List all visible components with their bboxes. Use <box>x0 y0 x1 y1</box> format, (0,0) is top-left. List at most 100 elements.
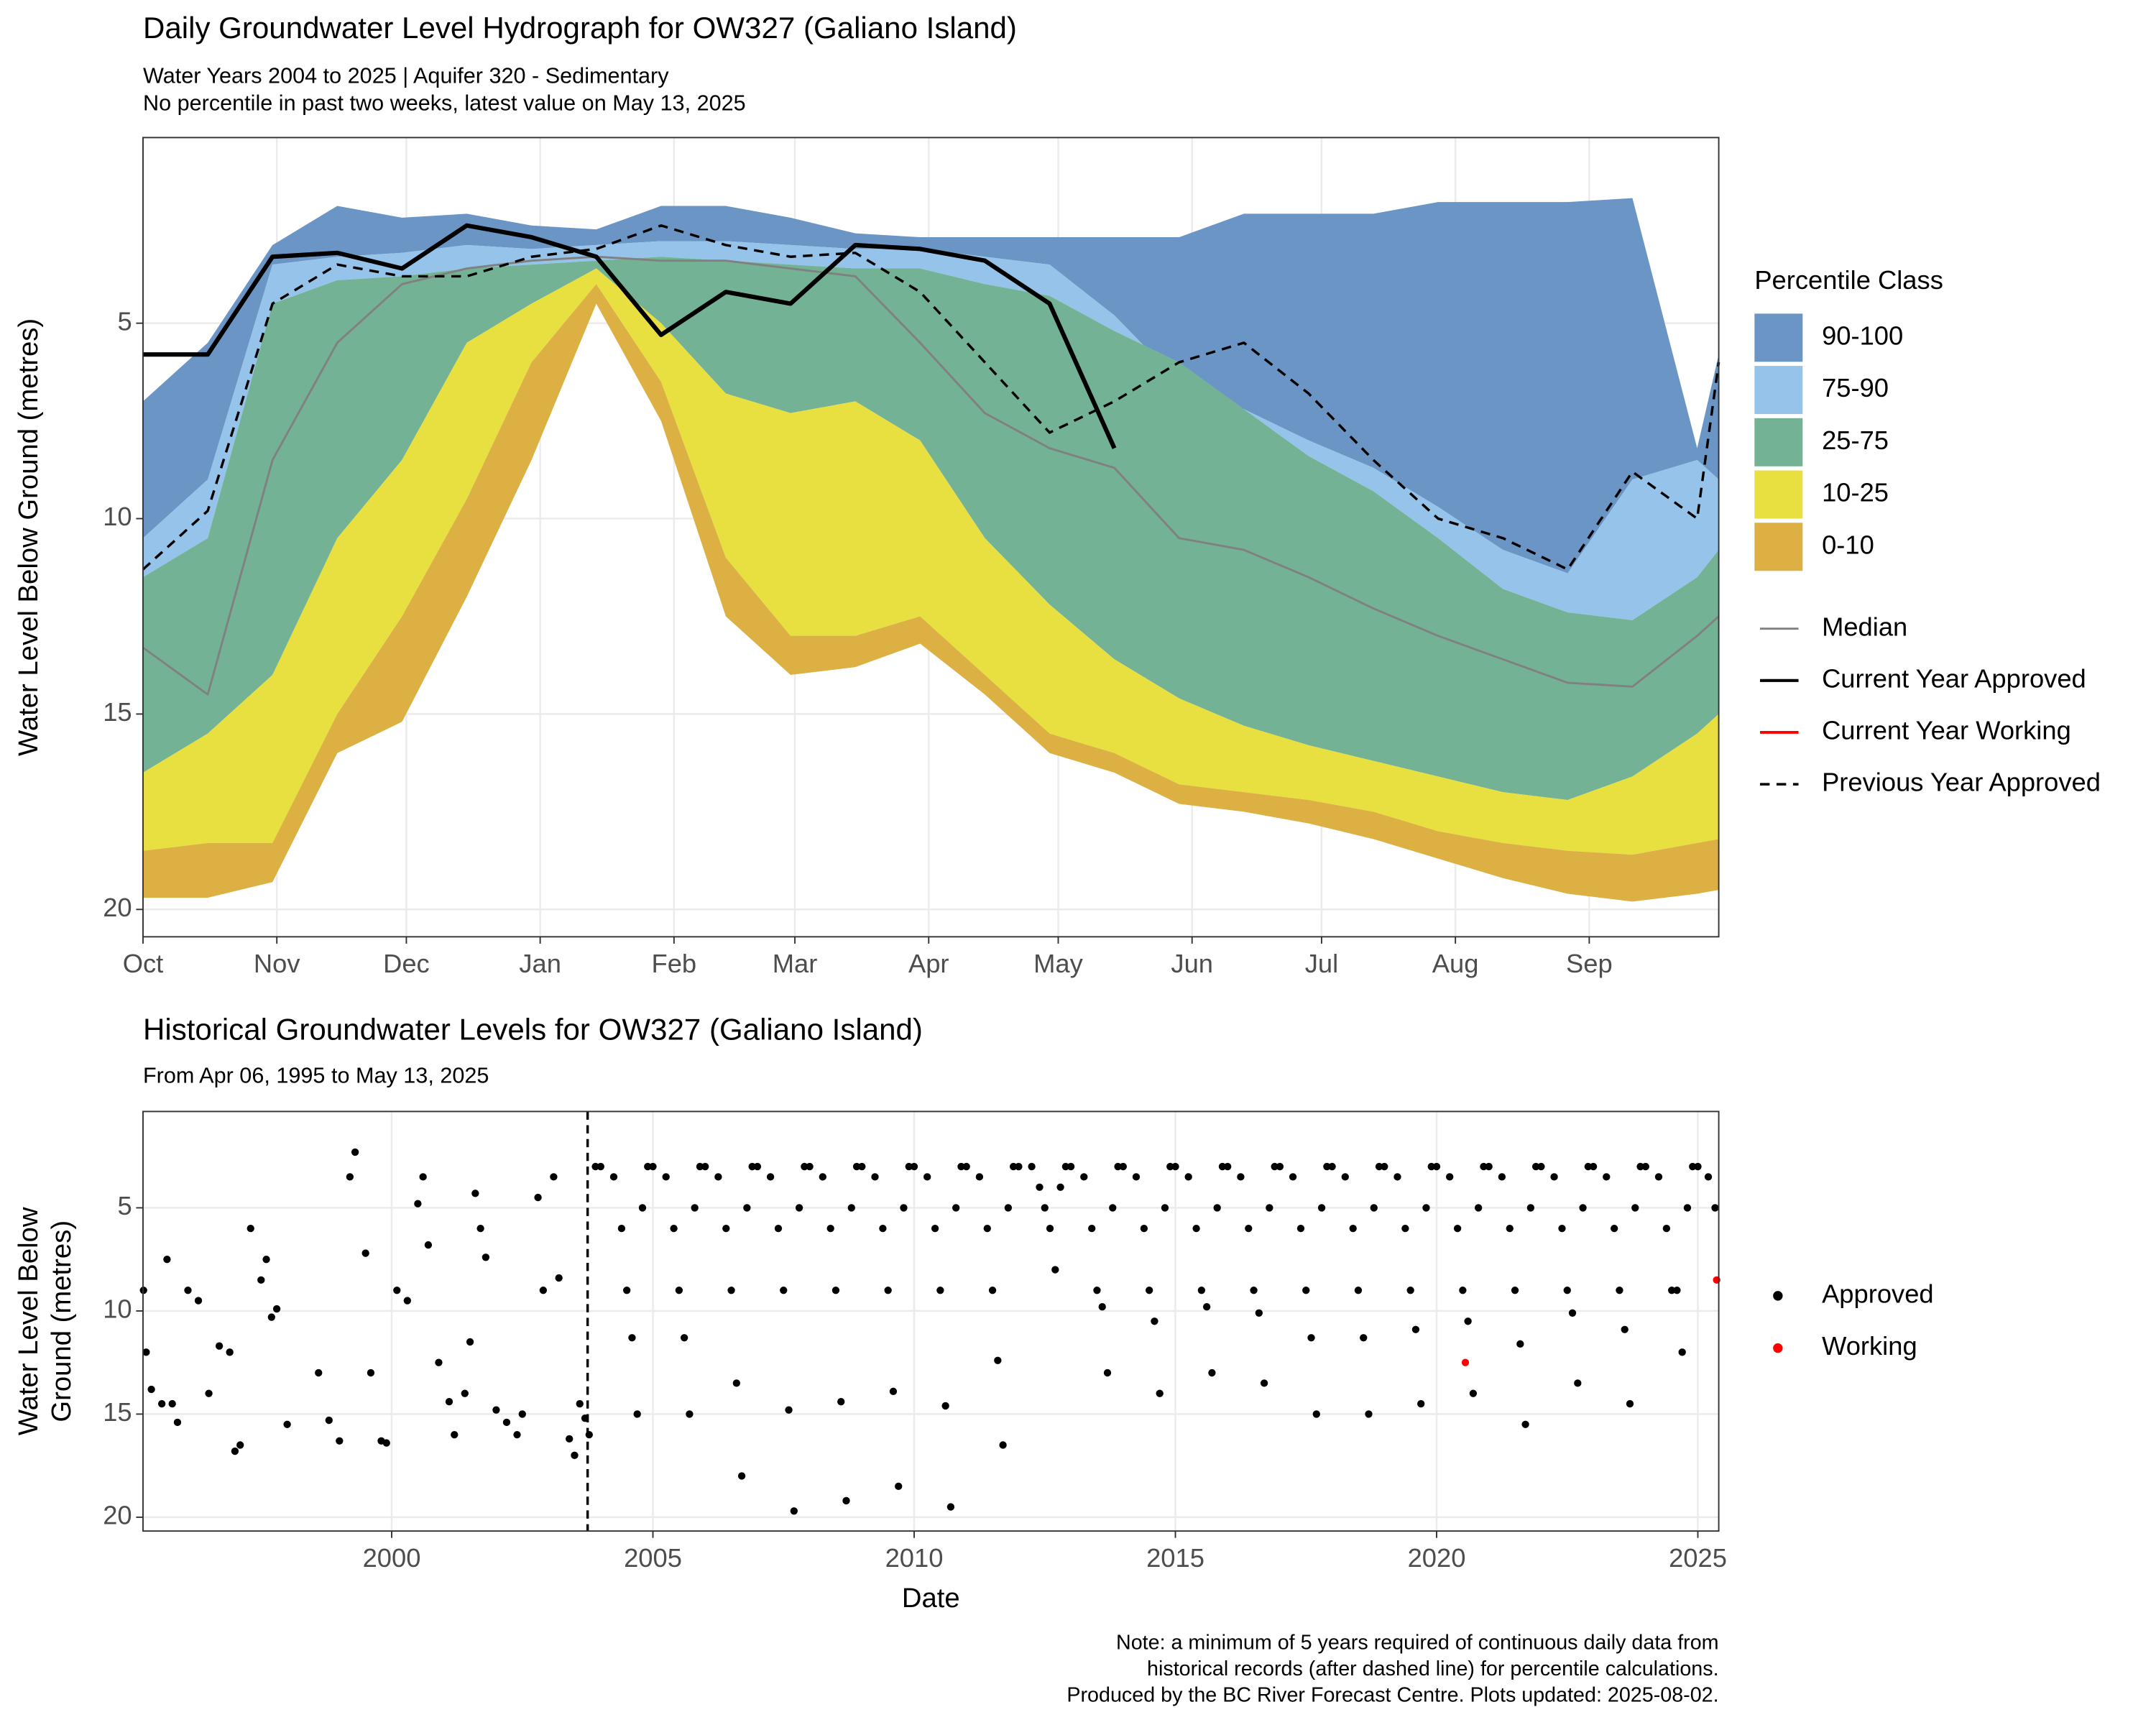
data-point <box>1349 1224 1357 1233</box>
data-point <box>785 1406 793 1414</box>
data-point <box>1611 1224 1618 1233</box>
data-point <box>609 1173 618 1181</box>
percentile-band <box>142 268 1719 855</box>
data-point <box>1328 1162 1336 1171</box>
legend-swatch <box>1754 523 1803 571</box>
data-point <box>424 1241 433 1249</box>
y-tick-label: 5 <box>117 1191 132 1220</box>
data-point <box>1132 1173 1141 1181</box>
data-point <box>1289 1173 1297 1181</box>
data-point <box>900 1204 908 1212</box>
data-point <box>1365 1410 1373 1418</box>
x-tick-label: Sep <box>1566 949 1613 978</box>
data-point <box>852 1162 861 1171</box>
data-point <box>1145 1287 1153 1294</box>
legend-label: 90-100 <box>1822 321 1903 350</box>
data-point <box>889 1387 898 1396</box>
data-point <box>766 1173 775 1181</box>
data-point <box>1237 1173 1245 1181</box>
data-point <box>847 1204 855 1212</box>
data-point <box>168 1399 176 1408</box>
data-point <box>628 1334 636 1342</box>
data-point <box>215 1342 224 1350</box>
data-point <box>461 1389 469 1397</box>
legend-label: 10-25 <box>1822 478 1889 507</box>
data-point <box>1558 1224 1566 1233</box>
legend-label: 25-75 <box>1822 426 1889 455</box>
legend-dot <box>1773 1291 1783 1301</box>
data-point <box>1662 1224 1671 1233</box>
data-point <box>680 1334 688 1342</box>
data-point <box>205 1389 213 1397</box>
data-point <box>272 1305 281 1313</box>
data-point <box>1579 1204 1587 1212</box>
data-point <box>1093 1287 1101 1294</box>
data-point <box>163 1256 171 1264</box>
x-tick-label: 2025 <box>1669 1543 1727 1573</box>
data-point <box>1616 1287 1623 1294</box>
data-point <box>1307 1334 1315 1342</box>
data-point <box>184 1287 192 1294</box>
data-point <box>1563 1287 1571 1294</box>
y-tick-label: 20 <box>103 893 132 922</box>
data-point <box>361 1249 369 1257</box>
data-point <box>1114 1162 1122 1171</box>
data-point <box>638 1204 647 1212</box>
data-point <box>1098 1303 1106 1311</box>
x-tick-label: Jan <box>519 949 561 978</box>
data-point <box>1381 1162 1388 1171</box>
data-point <box>1360 1334 1368 1342</box>
data-point <box>999 1441 1007 1449</box>
x-tick-label: Aug <box>1432 949 1479 978</box>
data-point <box>1506 1224 1514 1233</box>
data-point <box>662 1173 670 1181</box>
legend-swatch <box>1754 418 1803 466</box>
data-point <box>983 1224 991 1233</box>
data-point <box>445 1398 453 1406</box>
data-point <box>962 1162 970 1171</box>
data-point <box>1312 1410 1320 1418</box>
data-point <box>737 1472 746 1480</box>
data-point <box>482 1254 490 1261</box>
data-point <box>1626 1399 1634 1408</box>
data-point <box>644 1162 652 1171</box>
data-point <box>566 1435 573 1443</box>
data-point <box>1667 1287 1676 1294</box>
data-point <box>1166 1162 1174 1171</box>
data-point <box>576 1399 584 1408</box>
data-point <box>315 1368 323 1377</box>
data-point <box>686 1410 694 1418</box>
data-point <box>1422 1204 1430 1212</box>
legend-dot <box>1773 1343 1783 1353</box>
data-point <box>623 1287 631 1294</box>
data-point <box>884 1287 892 1294</box>
data-point <box>1015 1162 1023 1171</box>
x-tick-label: Feb <box>652 949 697 978</box>
data-point <box>451 1430 459 1439</box>
data-point <box>1537 1162 1545 1171</box>
data-point <box>1271 1162 1279 1171</box>
data-point <box>1411 1325 1420 1333</box>
data-point <box>1636 1162 1644 1171</box>
data-point <box>142 1348 150 1356</box>
data-point <box>393 1287 401 1294</box>
data-point <box>1080 1173 1088 1181</box>
data-point <box>283 1420 291 1428</box>
data-point <box>952 1204 960 1212</box>
data-point <box>1531 1162 1540 1171</box>
data-point <box>1603 1173 1611 1181</box>
data-point <box>1103 1368 1112 1377</box>
data-point <box>194 1297 203 1305</box>
data-point <box>1589 1162 1598 1171</box>
data-point <box>675 1287 683 1294</box>
data-point <box>325 1416 333 1425</box>
x-tick-label: Mar <box>773 949 818 978</box>
data-point <box>1427 1162 1435 1171</box>
legend-label: Working <box>1822 1331 1917 1361</box>
data-point <box>262 1256 270 1264</box>
legend-label: Previous Year Approved <box>1822 768 2101 797</box>
x-tick-label: Nov <box>254 949 300 978</box>
chart-title: Daily Groundwater Level Hydrograph for O… <box>143 11 1017 45</box>
data-point <box>1459 1287 1467 1294</box>
